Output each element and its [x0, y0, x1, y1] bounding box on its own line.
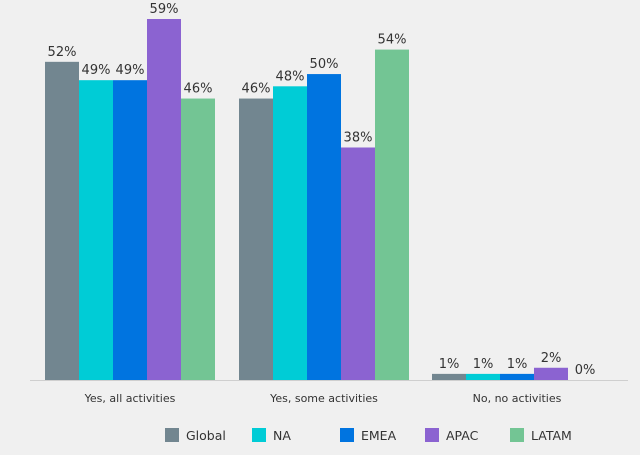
bar-apac-yes-all-activities [147, 19, 181, 380]
bar-latam-yes-all-activities [181, 98, 215, 381]
bar-latam-yes-some-activities [375, 49, 409, 380]
bar-apac-yes-some-activities [341, 147, 375, 380]
legend-swatch-na [252, 428, 266, 442]
legend-swatch-apac [425, 428, 439, 442]
bar-na-no-no-activities [466, 373, 500, 380]
bar-apac-no-no-activities [534, 367, 568, 380]
category-label-yes-some-activities: Yes, some activities [269, 392, 378, 405]
value-label-apac-no-no-activities: 2% [541, 351, 562, 366]
value-label-latam-yes-all-activities: 46% [184, 82, 213, 97]
bars-layer [45, 19, 568, 381]
value-label-apac-yes-all-activities: 59% [150, 2, 179, 17]
category-label-no-no-activities: No, no activities [473, 392, 562, 405]
value-label-emea-yes-all-activities: 49% [116, 63, 145, 78]
value-label-latam-yes-some-activities: 54% [378, 33, 407, 48]
value-label-na-no-no-activities: 1% [473, 357, 494, 372]
bar-na-yes-all-activities [79, 80, 113, 381]
value-label-na-yes-all-activities: 49% [82, 63, 111, 78]
bar-global-yes-all-activities [45, 61, 79, 381]
value-label-na-yes-some-activities: 48% [276, 69, 305, 84]
legend-label-latam: LATAM [531, 428, 572, 443]
value-label-latam-no-no-activities: 0% [575, 363, 596, 378]
legend-swatch-emea [340, 428, 354, 442]
category-label-yes-all-activities: Yes, all activities [84, 392, 176, 405]
value-labels-layer: 52% 49% 49% 59% 46% 46% 48% 50% 38% 54% 1% 1% 1% 2% 0% [48, 2, 596, 378]
value-label-global-no-no-activities: 1% [439, 357, 460, 372]
legend-label-apac: APAC [446, 428, 479, 443]
legend-swatch-latam [510, 428, 524, 442]
value-label-emea-no-no-activities: 1% [507, 357, 528, 372]
legend-label-na: NA [273, 428, 291, 443]
legend-swatch-global [165, 428, 179, 442]
bar-global-no-no-activities [432, 373, 466, 380]
bar-na-yes-some-activities [273, 86, 307, 380]
value-label-global-yes-all-activities: 52% [48, 45, 77, 60]
bar-global-yes-some-activities [239, 98, 273, 381]
legend-label-global: Global [186, 428, 226, 443]
bar-emea-yes-all-activities [113, 80, 147, 381]
bar-emea-no-no-activities [500, 373, 534, 380]
value-label-apac-yes-some-activities: 38% [344, 130, 373, 145]
category-labels-layer: Yes, all activities Yes, some activities N… [84, 392, 562, 405]
bar-emea-yes-some-activities [307, 74, 341, 380]
value-label-global-yes-some-activities: 46% [242, 82, 271, 97]
legend: Global NA EMEA APAC LATAM [165, 428, 572, 443]
legend-label-emea: EMEA [361, 428, 397, 443]
value-label-emea-yes-some-activities: 50% [310, 57, 339, 72]
